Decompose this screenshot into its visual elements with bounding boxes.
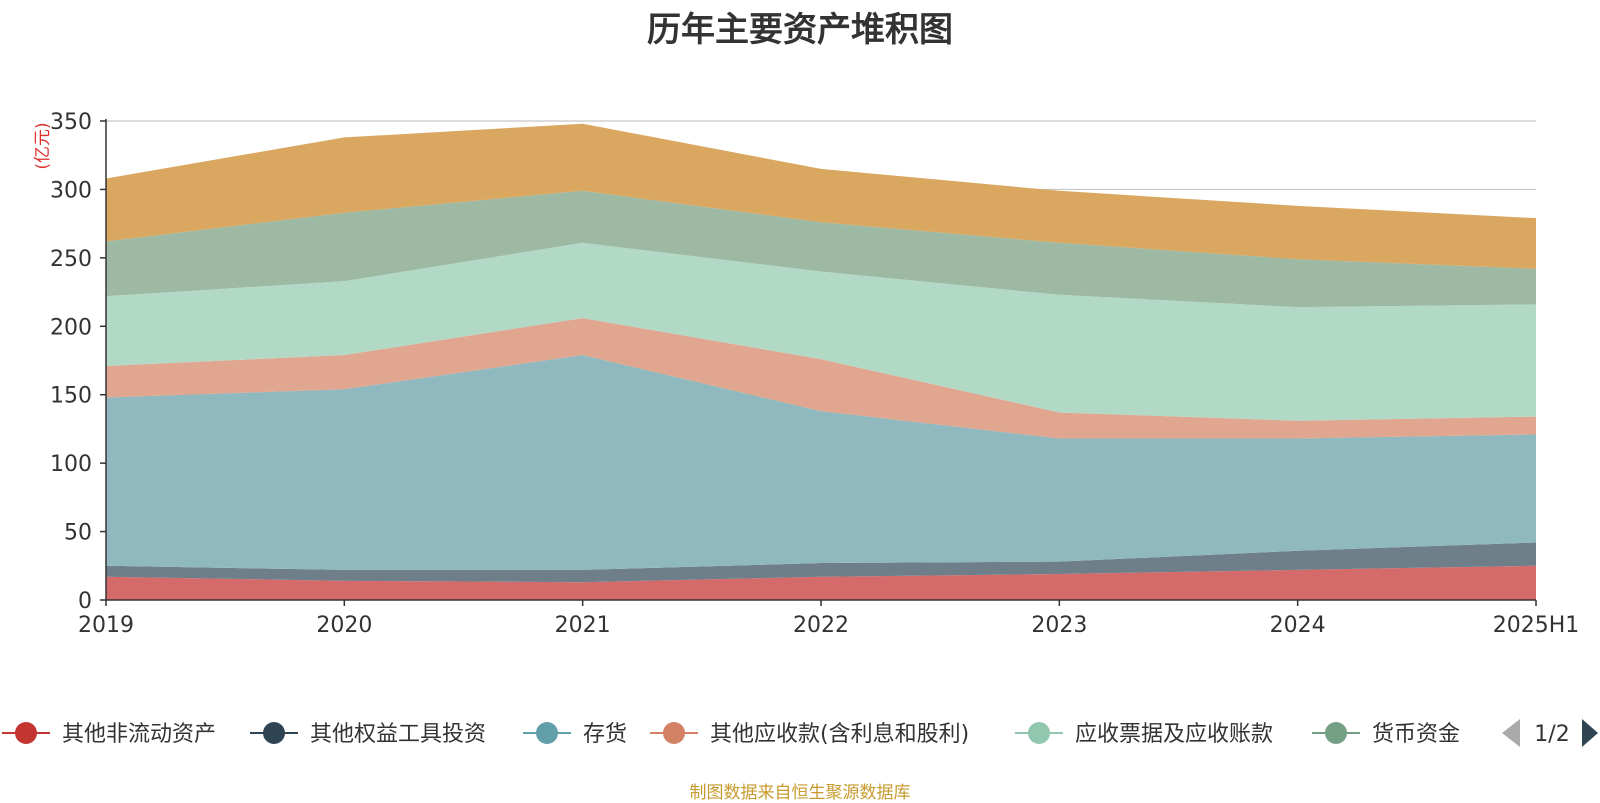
legend-page-indicator: 1/2 [1534,722,1569,747]
legend-circle-marker [1028,722,1050,744]
legend-circle-marker [263,722,285,744]
legend-item-3[interactable]: 其他应收款(含利息和股利) [650,722,969,747]
y-tick-label: 0 [78,589,92,614]
x-tick-label: 2022 [793,613,849,638]
area-series-6 [106,123,1536,269]
legend-item-5[interactable]: 货币资金 [1312,722,1460,747]
area-series-2 [106,355,1536,570]
x-tick-label: 2025H1 [1493,613,1580,638]
y-tick-label: 150 [50,384,92,409]
legend-prev-page-icon[interactable] [1502,719,1520,747]
area-series-1 [106,542,1536,583]
y-tick-label: 100 [50,452,92,477]
legend-label: 其他非流动资产 [62,722,216,747]
area-series-0 [106,565,1536,600]
x-tick-label: 2023 [1031,613,1087,638]
axes: 0 50 100 150 200 250 300 350(亿元) 2019 2020 2021 202… [33,110,1579,638]
stacked-areas [106,123,1536,600]
y-tick-label: 350 [50,110,92,135]
y-unit-label: (亿元) [33,122,53,169]
data-source-note: 制图数据来自恒生聚源数据库 [689,783,911,803]
legend-label: 存货 [583,722,627,747]
y-tick-label: 200 [50,315,92,340]
legend-label: 其他应收款(含利息和股利) [710,722,969,747]
area-series-5 [106,190,1536,308]
y-tick-label: 250 [50,247,92,272]
legend-label: 其他权益工具投资 [310,722,486,747]
legend-item-2[interactable]: 存货 [523,722,627,747]
legend-circle-marker [536,722,558,744]
legend: 其他非流动资产 其他权益工具投资 存货 其他应收款(含利息和股利) 应收票据及应收账款 货… [2,719,1598,747]
legend-label: 应收票据及应收账款 [1075,722,1273,747]
x-tick-label: 2024 [1270,613,1326,638]
x-tick-label: 2020 [316,613,372,638]
legend-item-1[interactable]: 其他权益工具投资 [250,722,486,747]
legend-item-0[interactable]: 其他非流动资产 [2,722,216,747]
legend-circle-marker [15,722,37,744]
chart-title: 历年主要资产堆积图 [647,10,953,50]
legend-item-4[interactable]: 应收票据及应收账款 [1015,722,1273,747]
area-series-4 [106,242,1536,421]
legend-circle-marker [663,722,685,744]
y-tick-label: 300 [50,178,92,203]
x-tick-label: 2019 [78,613,134,638]
legend-next-page-icon[interactable] [1582,719,1598,747]
legend-label: 货币资金 [1372,722,1460,747]
legend-circle-marker [1325,722,1347,744]
x-tick-label: 2021 [555,613,611,638]
area-series-3 [106,318,1536,439]
y-tick-label: 50 [64,521,92,546]
